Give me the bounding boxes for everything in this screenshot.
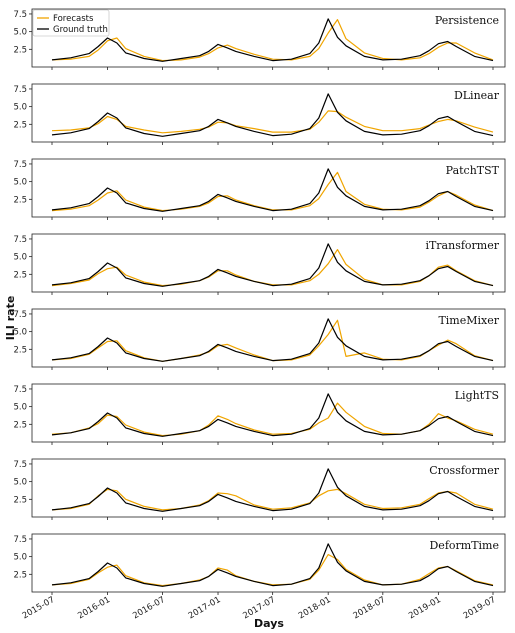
panel-title: DLinear xyxy=(454,89,500,102)
forecast-series-crossformer xyxy=(51,488,494,511)
panel-frame xyxy=(31,83,506,143)
y-tick-label: 5.0 xyxy=(13,478,27,488)
panel-timemixer: 2.5 5.0 7.5 TimeMixer xyxy=(13,308,506,370)
ground-truth-series-itransformer xyxy=(51,243,494,287)
forecast-series-lightts xyxy=(51,402,494,437)
y-tick-label: 5.0 xyxy=(13,328,27,338)
panel-frame xyxy=(31,383,506,443)
y-tick-label: 7.5 xyxy=(13,535,27,545)
y-tick-label: 2.5 xyxy=(13,270,27,280)
y-axis-label: ILI rate xyxy=(4,296,17,341)
y-tick-label: 2.5 xyxy=(13,420,27,430)
panel-deformtime: 2.5 5.0 7.5 DeformTime xyxy=(13,533,506,595)
panel-itransformer: 2.5 5.0 7.5 iTransformer xyxy=(13,233,506,295)
panel-persistence: 2.5 5.0 7.5 Persistence xyxy=(13,8,506,70)
panel-lightts: 2.5 5.0 7.5 LightTS xyxy=(13,383,506,445)
y-tick-label: 7.5 xyxy=(13,85,27,95)
panel-frame xyxy=(31,533,506,593)
forecast-series-patchtst xyxy=(51,171,494,212)
y-tick-label: 5.0 xyxy=(13,103,27,113)
x-tick-label: 2016-01 xyxy=(76,595,112,621)
ground-truth-series-timemixer xyxy=(51,318,494,362)
y-tick-label: 7.5 xyxy=(13,460,27,470)
ground-truth-series-persistence xyxy=(51,18,494,62)
panel-title: iTransformer xyxy=(425,239,499,252)
forecast-series-persistence xyxy=(51,19,494,62)
ground-truth-series-crossformer xyxy=(51,468,494,512)
y-tick-label: 7.5 xyxy=(13,310,27,320)
y-tick-label: 7.5 xyxy=(13,385,27,395)
y-tick-label: 7.5 xyxy=(13,160,27,170)
panel-frame xyxy=(31,8,506,68)
panel-title: LightTS xyxy=(455,389,499,402)
panel-dlinear: 2.5 5.0 7.5 DLinear xyxy=(13,83,506,145)
panels-group: 2.5 5.0 7.5 Persistence 2.5 5.0 7.5 DLinear 2.5 5… xyxy=(13,8,506,595)
legend-box xyxy=(32,9,110,37)
ground-truth-series-dlinear xyxy=(51,93,494,137)
x-tick-label: 2019-01 xyxy=(407,595,443,621)
y-tick-label: 2.5 xyxy=(13,495,27,505)
panel-frame xyxy=(31,233,506,293)
x-tick-label: 2017-01 xyxy=(187,595,223,621)
panel-title: TimeMixer xyxy=(438,314,499,327)
y-tick-label: 5.0 xyxy=(13,403,27,413)
panel-title: Persistence xyxy=(435,14,499,27)
panel-title: DeformTime xyxy=(429,539,499,552)
panel-frame xyxy=(31,458,506,518)
ground-truth-series-patchtst xyxy=(51,168,494,212)
y-tick-label: 2.5 xyxy=(13,195,27,205)
y-tick-label: 5.0 xyxy=(13,253,27,263)
legend-label-ground-truth: Ground truth xyxy=(53,25,108,35)
y-tick-label: 5.0 xyxy=(13,178,27,188)
y-tick-label: 2.5 xyxy=(13,345,27,355)
forecast-series-deformtime xyxy=(51,553,494,587)
ground-truth-series-deformtime xyxy=(51,543,494,587)
y-tick-label: 7.5 xyxy=(13,10,27,20)
legend: Forecasts Ground truth xyxy=(32,9,110,37)
x-tick-label: 2018-01 xyxy=(297,595,333,621)
panel-title: Crossformer xyxy=(429,464,499,477)
y-tick-label: 2.5 xyxy=(13,45,27,55)
panel-frame xyxy=(31,308,506,368)
panel-patchtst: 2.5 5.0 7.5 PatchTST xyxy=(13,158,506,220)
y-tick-label: 7.5 xyxy=(13,235,27,245)
panel-title: PatchTST xyxy=(446,164,500,177)
ground-truth-series-lightts xyxy=(51,393,494,437)
y-tick-label: 2.5 xyxy=(13,120,27,130)
legend-label-forecasts: Forecasts xyxy=(53,14,94,24)
x-tick-label: 2019-07 xyxy=(462,595,498,621)
y-tick-label: 5.0 xyxy=(13,553,27,563)
x-axis-label: Days xyxy=(254,617,284,630)
x-tick-label: 2016-07 xyxy=(131,595,167,621)
x-tick-label: 2015-07 xyxy=(21,595,57,621)
x-tick-label: 2018-07 xyxy=(352,595,388,621)
y-tick-label: 2.5 xyxy=(13,570,27,580)
panel-frame xyxy=(31,158,506,218)
panel-crossformer: 2.5 5.0 7.5 Crossformer xyxy=(13,458,506,520)
y-tick-label: 5.0 xyxy=(13,28,27,38)
